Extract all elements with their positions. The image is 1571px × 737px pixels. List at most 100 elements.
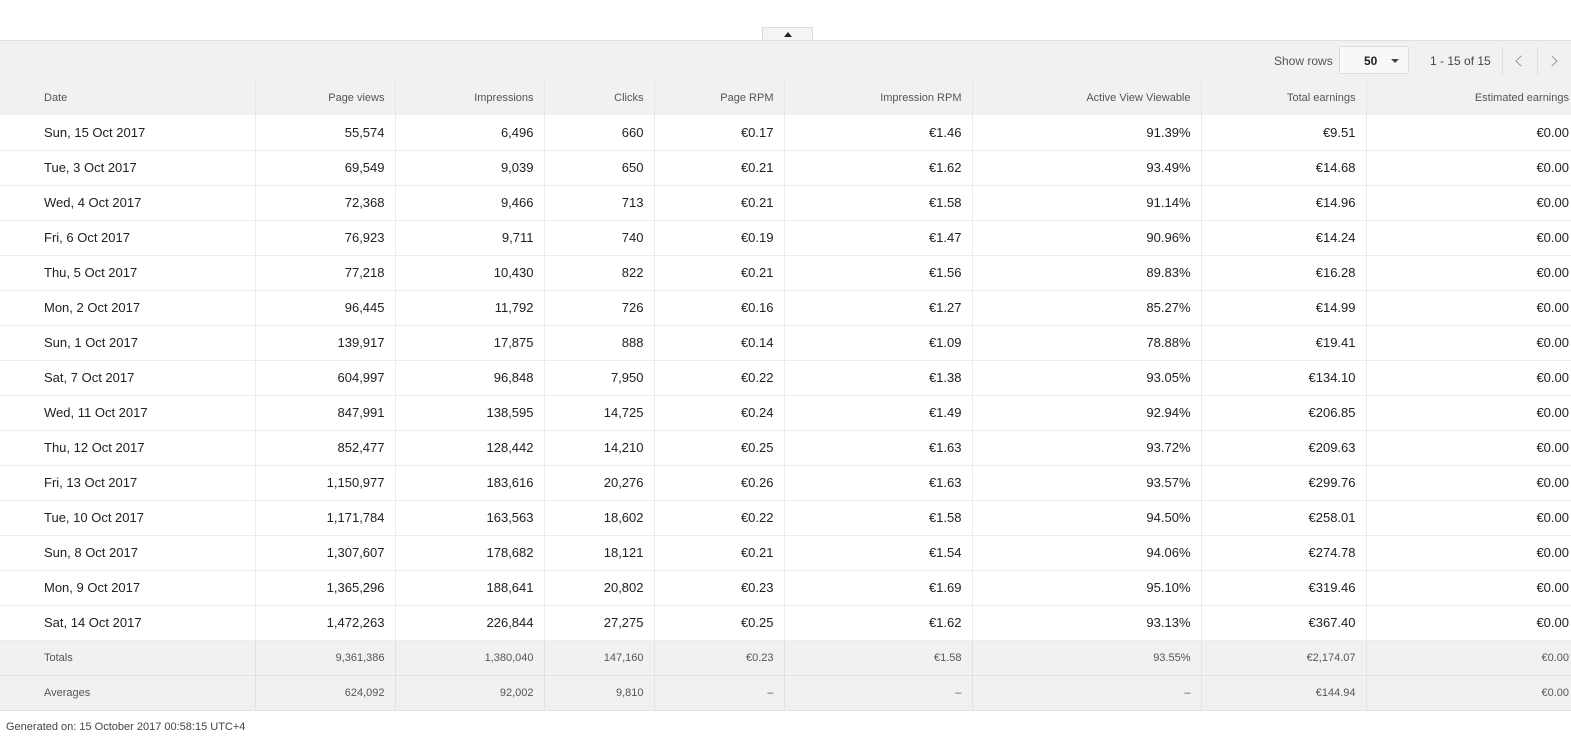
table-cell: €0.00 [1365, 185, 1571, 221]
rows-per-page-select[interactable]: 50 [1339, 46, 1409, 74]
table-cell: 55,574 [254, 115, 395, 151]
collapse-toggle-button[interactable] [762, 27, 813, 41]
table-cell: €0.21 [653, 535, 784, 571]
column-header-clicks[interactable]: Clicks [543, 80, 654, 115]
table-cell: Sat, 7 Oct 2017 [0, 360, 255, 396]
table-cell: €0.00 [1365, 465, 1571, 501]
table-cell: 1,150,977 [254, 465, 395, 501]
table-cell: €0.21 [653, 255, 784, 291]
table-cell: Mon, 9 Oct 2017 [0, 570, 255, 606]
table-cell: 20,802 [543, 570, 654, 606]
report-table: Date Page views Impressions Clicks Page RPM I… [0, 80, 1571, 711]
table-cell: €0.19 [653, 220, 784, 256]
summary-cell: 624,092 [254, 675, 395, 711]
table-cell: €1.27 [783, 290, 972, 326]
table-cell: 1,365,296 [254, 570, 395, 606]
next-page-button[interactable] [1537, 47, 1569, 75]
table-cell: 6,496 [394, 115, 544, 151]
table-cell: 138,595 [394, 395, 544, 431]
table-cell: 77,218 [254, 255, 395, 291]
table-cell: 822 [543, 255, 654, 291]
previous-page-button[interactable] [1502, 47, 1534, 75]
summary-cell: – [783, 675, 972, 711]
table-cell: 95.10% [971, 570, 1201, 606]
table-cell: €0.22 [653, 500, 784, 536]
column-header-estimated-earnings[interactable]: Estimated earnings [1365, 80, 1571, 115]
table-cell: €0.14 [653, 325, 784, 361]
summary-cell: – [971, 675, 1201, 711]
table-header-row: Date Page views Impressions Clicks Page RPM I… [0, 80, 1571, 115]
table-cell: €299.76 [1200, 465, 1366, 501]
column-header-impressions[interactable]: Impressions [394, 80, 544, 115]
table-cell: €0.23 [653, 570, 784, 606]
table-row: Thu, 12 Oct 2017 852,477 128,442 14,210 €0.2… [0, 430, 1571, 466]
table-cell: €134.10 [1200, 360, 1366, 396]
table-row: Sun, 8 Oct 2017 1,307,607 178,682 18,121 €0.… [0, 535, 1571, 571]
summary-cell: 9,361,386 [254, 639, 395, 676]
table-cell: 91.14% [971, 185, 1201, 221]
table-cell: €0.00 [1365, 605, 1571, 641]
totals-row: Totals 9,361,386 1,380,040 147,160 €0.23 €1.5… [0, 639, 1571, 676]
column-header-page-views[interactable]: Page views [254, 80, 395, 115]
table-row: Sat, 14 Oct 2017 1,472,263 226,844 27,275 €0… [0, 605, 1571, 641]
table-cell: 139,917 [254, 325, 395, 361]
table-row: Thu, 5 Oct 2017 77,218 10,430 822 €0.21 €1.56… [0, 255, 1571, 291]
table-cell: 740 [543, 220, 654, 256]
table-cell: 94.06% [971, 535, 1201, 571]
table-cell: 85.27% [971, 290, 1201, 326]
table-cell: €0.00 [1365, 325, 1571, 361]
table-cell: €1.46 [783, 115, 972, 151]
column-header-impression-rpm[interactable]: Impression RPM [783, 80, 972, 115]
table-cell: 92.94% [971, 395, 1201, 431]
table-cell: Tue, 10 Oct 2017 [0, 500, 255, 536]
table-cell: €1.58 [783, 185, 972, 221]
table-cell: 93.49% [971, 150, 1201, 186]
table-cell: €1.63 [783, 430, 972, 466]
table-cell: 89.83% [971, 255, 1201, 291]
table-cell: 1,307,607 [254, 535, 395, 571]
table-cell: 128,442 [394, 430, 544, 466]
table-cell: 91.39% [971, 115, 1201, 151]
table-cell: 17,875 [394, 325, 544, 361]
table-cell: 94.50% [971, 500, 1201, 536]
table-cell: €0.22 [653, 360, 784, 396]
column-header-active-view-viewable[interactable]: Active View Viewable [971, 80, 1201, 115]
table-cell: Wed, 11 Oct 2017 [0, 395, 255, 431]
table-cell: 1,472,263 [254, 605, 395, 641]
table-row: Wed, 11 Oct 2017 847,991 138,595 14,725 €0.2… [0, 395, 1571, 431]
table-toolbar: Show rows 50 1 - 15 of 15 [0, 40, 1571, 80]
table-cell: 20,276 [543, 465, 654, 501]
table-cell: 650 [543, 150, 654, 186]
table-cell: 888 [543, 325, 654, 361]
table-cell: 11,792 [394, 290, 544, 326]
table-cell: €1.58 [783, 500, 972, 536]
table-cell: 96,445 [254, 290, 395, 326]
table-cell: €0.00 [1365, 220, 1571, 256]
column-header-page-rpm[interactable]: Page RPM [653, 80, 784, 115]
table-cell: 9,039 [394, 150, 544, 186]
column-header-total-earnings[interactable]: Total earnings [1200, 80, 1366, 115]
table-cell: €0.21 [653, 185, 784, 221]
table-cell: 183,616 [394, 465, 544, 501]
table-cell: €319.46 [1200, 570, 1366, 606]
summary-cell: €1.58 [783, 639, 972, 676]
table-cell: €209.63 [1200, 430, 1366, 466]
table-cell: 188,641 [394, 570, 544, 606]
table-cell: €0.00 [1365, 430, 1571, 466]
table-row: Mon, 9 Oct 2017 1,365,296 188,641 20,802 €0.… [0, 570, 1571, 606]
table-row: Fri, 6 Oct 2017 76,923 9,711 740 €0.19 €1.47 9… [0, 220, 1571, 256]
summary-cell: €0.00 [1365, 639, 1571, 676]
column-header-date[interactable]: Date [44, 91, 68, 104]
table-cell: 93.72% [971, 430, 1201, 466]
table-cell: €1.63 [783, 465, 972, 501]
table-cell: 178,682 [394, 535, 544, 571]
table-cell: €206.85 [1200, 395, 1366, 431]
totals-label: Totals [0, 639, 255, 676]
table-cell: €274.78 [1200, 535, 1366, 571]
table-cell: 96,848 [394, 360, 544, 396]
table-row: Sat, 7 Oct 2017 604,997 96,848 7,950 €0.22 €1… [0, 360, 1571, 396]
table-cell: €1.49 [783, 395, 972, 431]
table-cell: €14.96 [1200, 185, 1366, 221]
summary-cell: 93.55% [971, 639, 1201, 676]
table-row: Fri, 13 Oct 2017 1,150,977 183,616 20,276 €0… [0, 465, 1571, 501]
